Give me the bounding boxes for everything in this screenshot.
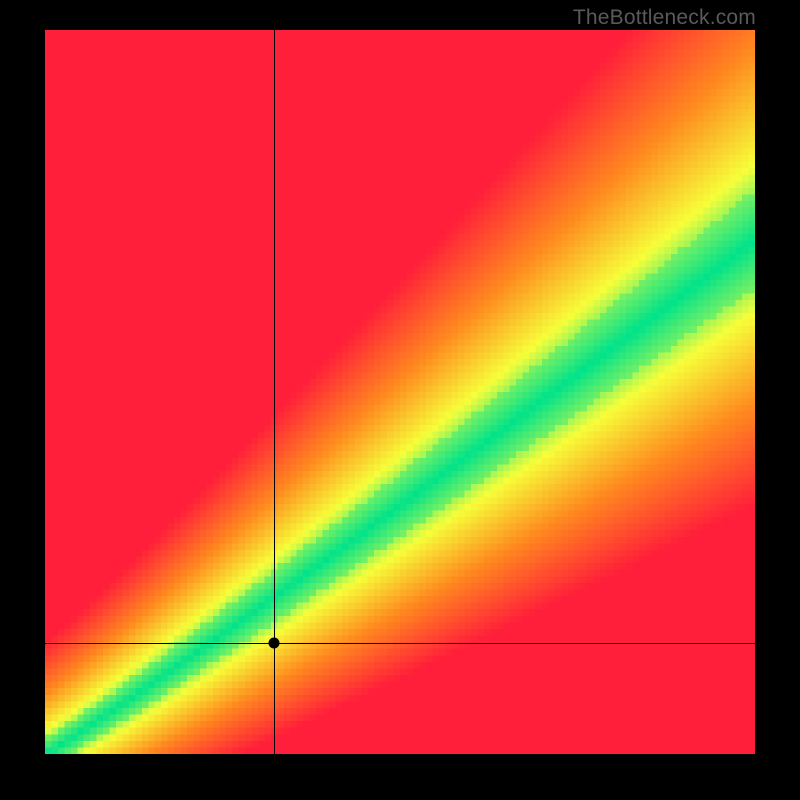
plot-area — [45, 30, 755, 754]
current-config-marker — [269, 638, 280, 649]
bottleneck-heatmap — [45, 30, 755, 754]
crosshair-horizontal-line — [45, 643, 755, 644]
watermark-text: TheBottleneck.com — [573, 6, 756, 30]
